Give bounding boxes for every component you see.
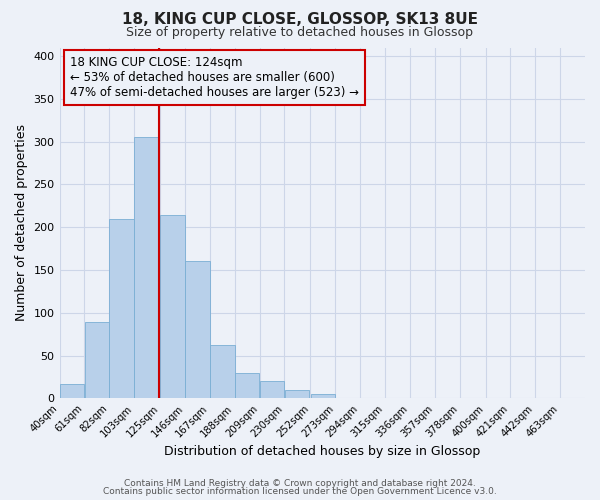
Bar [210, 344, 235, 399]
Text: 18, KING CUP CLOSE, GLOSSOP, SK13 8UE: 18, KING CUP CLOSE, GLOSSOP, SK13 8UE [122, 12, 478, 28]
Bar [260, 382, 284, 398]
X-axis label: Distribution of detached houses by size in Glossop: Distribution of detached houses by size … [164, 444, 481, 458]
Y-axis label: Number of detached properties: Number of detached properties [15, 124, 28, 322]
Bar [60, 384, 84, 398]
Bar [160, 216, 185, 398]
Text: 18 KING CUP CLOSE: 124sqm
← 53% of detached houses are smaller (600)
47% of semi: 18 KING CUP CLOSE: 124sqm ← 53% of detac… [70, 56, 359, 100]
Bar [85, 322, 109, 398]
Text: Size of property relative to detached houses in Glossop: Size of property relative to detached ho… [127, 26, 473, 39]
Text: Contains HM Land Registry data © Crown copyright and database right 2024.: Contains HM Land Registry data © Crown c… [124, 478, 476, 488]
Bar [311, 394, 335, 398]
Text: Contains public sector information licensed under the Open Government Licence v3: Contains public sector information licen… [103, 487, 497, 496]
Bar [235, 373, 259, 398]
Bar [134, 138, 159, 398]
Bar [109, 218, 134, 398]
Bar [185, 260, 209, 398]
Bar [284, 390, 309, 398]
